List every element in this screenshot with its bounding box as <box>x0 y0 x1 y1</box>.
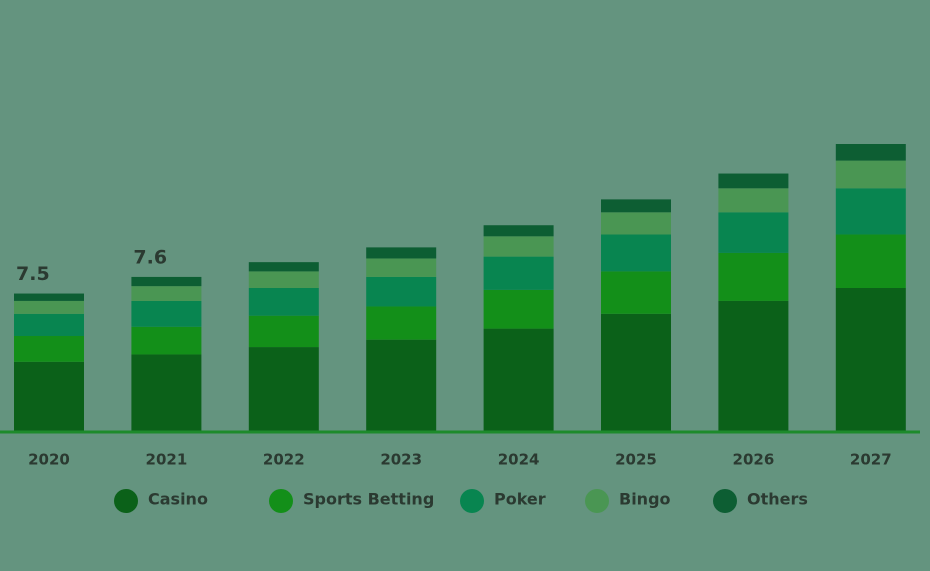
legend-label: Bingo <box>619 490 671 509</box>
bar-segment <box>248 347 319 432</box>
bar-segment <box>366 258 437 277</box>
legend-swatch <box>460 489 484 513</box>
x-tick-label: 2027 <box>850 451 892 469</box>
bar-segment <box>718 188 789 213</box>
bar-segment <box>14 361 84 432</box>
bar-segment <box>248 288 319 316</box>
bar-segment <box>601 271 671 314</box>
bar-segment <box>248 315 319 348</box>
total-label: 7.6 <box>133 246 167 268</box>
legend-swatch <box>114 489 138 513</box>
bar-segment <box>835 188 906 235</box>
bar-segment <box>483 328 554 432</box>
legend-swatch <box>269 489 293 513</box>
bar-segment <box>483 236 554 257</box>
bar-segment <box>601 212 671 235</box>
bar-segment <box>248 262 319 272</box>
bar-segment <box>718 300 789 432</box>
bar-segment <box>366 276 437 307</box>
bar-segment <box>718 212 789 253</box>
x-tick-label: 2020 <box>28 451 70 469</box>
bar-segment <box>483 289 554 329</box>
bar-segment <box>131 354 202 432</box>
x-tick-label: 2026 <box>733 451 775 469</box>
bar-segment <box>483 225 554 237</box>
x-tick-label: 2025 <box>615 451 657 469</box>
bar-segment <box>601 313 671 432</box>
bar-segment <box>366 247 437 259</box>
bar-segment <box>835 288 906 432</box>
x-tick-label: 2021 <box>146 451 188 469</box>
total-label: 7.5 <box>16 263 50 285</box>
bar-segment <box>131 286 202 301</box>
legend-label: Sports Betting <box>303 490 434 509</box>
bar-segment <box>14 336 84 362</box>
x-tick-label: 2023 <box>380 451 422 469</box>
bar-segment <box>248 271 319 288</box>
bar-segment <box>131 300 202 327</box>
bar-segment <box>14 313 84 336</box>
bar-segment <box>366 339 437 432</box>
bar-segment <box>718 252 789 301</box>
bar-segment <box>835 160 906 189</box>
bar-segment <box>835 234 906 288</box>
bar-segment <box>835 144 906 161</box>
legend-swatch <box>585 489 609 513</box>
legend-label: Others <box>747 490 808 509</box>
x-tick-label: 2022 <box>263 451 305 469</box>
bar-segment <box>718 173 789 189</box>
bar-segment <box>366 306 437 340</box>
legend-label: Poker <box>494 490 546 509</box>
bar-segment <box>131 326 202 355</box>
legend-label: Casino <box>148 490 208 509</box>
bar-segment <box>131 276 202 287</box>
bar-segment <box>14 300 84 314</box>
bar-segment <box>14 293 84 301</box>
bar-segment <box>483 256 554 290</box>
legend-swatch <box>713 489 737 513</box>
bar-segment <box>601 234 671 272</box>
bar-segment <box>601 199 671 213</box>
x-tick-label: 2024 <box>498 451 540 469</box>
